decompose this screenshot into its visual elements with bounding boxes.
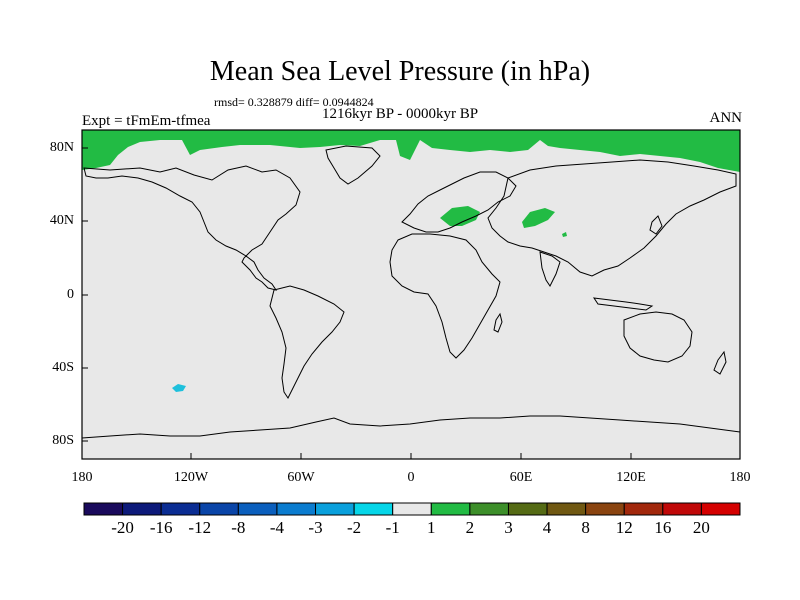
colorbar-box [276,502,317,516]
colorbar-label: -12 [188,518,212,537]
lon-label-0: 0 [407,470,415,485]
colorbar-box [199,502,239,516]
colorbar-box [430,502,471,516]
colorbar-label: -4 [269,518,285,537]
lon-label-180e: 180 [729,470,751,485]
colorbar-label: -8 [231,518,246,537]
colorbar-box [623,502,664,516]
colorbar-label: 20 [692,518,710,537]
colorbar-label: -16 [149,518,173,537]
india-coast [539,251,561,287]
colorbar-box [700,502,741,516]
lat-label-80s: 80S [52,433,74,448]
small-anomaly-asia [562,232,567,237]
coastlines [81,145,741,439]
colorbar-label: 8 [581,518,590,537]
colorbar-label: 2 [465,518,475,537]
colorbar-box [122,502,162,516]
colorbar [83,502,741,516]
japan-coast [649,215,663,235]
central-asia-anomaly [440,206,480,226]
colorbar-label: -1 [385,518,400,537]
colorbar-box [507,502,548,516]
antarctica-coast [81,415,741,439]
colorbar-box [469,502,509,516]
colorbar-label: -20 [111,518,134,537]
africa-coast [389,233,501,359]
indonesia-coast [592,297,654,311]
new-zealand-coast [713,350,727,375]
colorbar-label: 4 [542,518,552,537]
lon-label-180w: 180 [71,470,93,485]
lat-label-40s: 40S [52,360,74,375]
tibet-anomaly [522,208,555,228]
season-label: ANN [709,110,743,126]
colorbar-box [160,502,201,516]
period-label: 1216kyr BP - 0000kyr BP [322,106,479,122]
lon-label-60w: 60W [287,470,315,485]
colorbar-box [546,502,587,516]
arctic-anomaly-region [82,130,740,172]
colorbar-label: 16 [654,518,672,537]
colorbar-box [585,502,625,516]
colorbar-box [83,502,124,516]
map-background [82,130,740,459]
colorbar-box [353,502,394,516]
stats-line: rmsd= 0.328879 diff= 0.0944824 [214,95,374,109]
lat-label-40n: 40N [49,213,74,228]
colorbar-box [237,502,278,516]
south-america-coast [269,285,345,399]
colorbar-label: -2 [347,518,362,537]
map-title: Mean Sea Level Pressure (in hPa) [209,56,591,87]
lon-label-60e: 60E [509,470,533,485]
colorbar-label: 12 [615,518,633,537]
colorbar-label: 3 [504,518,513,537]
map-panel [81,129,741,460]
colorbar-box [662,502,702,516]
madagascar-coast [493,312,503,333]
south-pacific-anomaly [172,384,186,392]
colorbar-box [392,502,432,516]
colorbar-label: -3 [308,518,323,537]
lat-label-0: 0 [67,287,74,302]
australia-coast [623,311,693,363]
greenland-coast [325,145,381,185]
lat-label-80n: 80N [49,140,74,155]
north-america-coast [83,165,301,291]
lon-label-120e: 120E [616,470,646,485]
asia-coast [487,159,737,277]
lon-label-120w: 120W [173,470,209,485]
experiment-label: Expt = tFmEm-tfmea [82,113,211,129]
axis-ticks [82,147,632,459]
europe-coast [401,171,517,233]
colorbar-label: 1 [427,518,436,537]
colorbar-box [315,502,355,516]
